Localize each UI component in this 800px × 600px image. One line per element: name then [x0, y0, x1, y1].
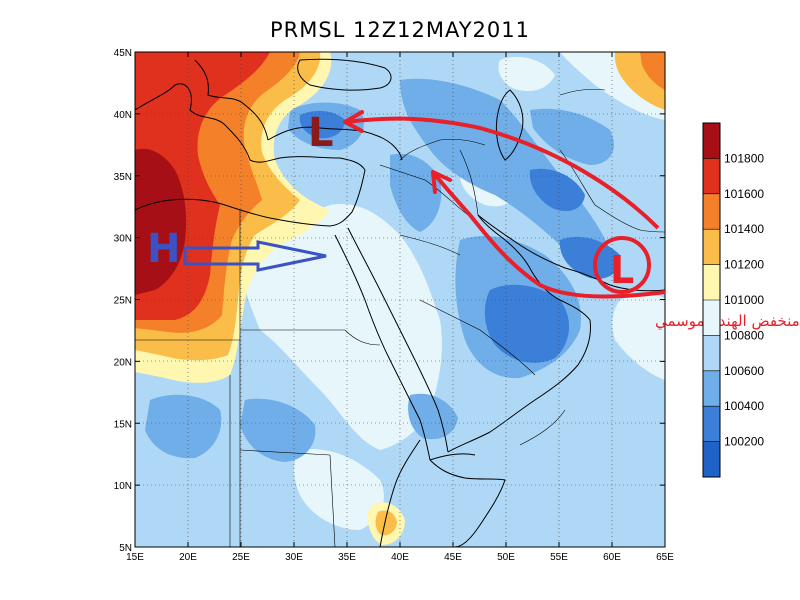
- colorbar-label: 101600: [724, 187, 764, 201]
- northern-flow-arrow: [343, 110, 660, 230]
- colorbar-segment: [703, 370, 720, 407]
- lon-tick-label: 40E: [391, 552, 409, 563]
- lon-tick-label: 45E: [444, 552, 462, 563]
- colorbar-label: 100400: [724, 399, 764, 413]
- axis-ticks: 15E 20E 25E 30E 35E 40E 45E 50E 55E 60E 65E 45N 40N 3…: [114, 48, 675, 563]
- lat-tick-label: 10N: [114, 481, 132, 492]
- lat-tick-label: 25N: [114, 296, 132, 307]
- lat-tick-label: 5N: [119, 543, 132, 554]
- lat-tick-label: 40N: [114, 110, 132, 121]
- colorbar: [703, 123, 720, 478]
- low-circle: [593, 236, 651, 294]
- lon-tick-label: 50E: [497, 552, 515, 563]
- colorbar-label: 101400: [724, 222, 764, 236]
- lon-tick-label: 25E: [232, 552, 250, 563]
- lon-tick-label: 15E: [126, 552, 144, 563]
- colorbar-label: 101000: [724, 293, 764, 307]
- lon-tick-label: 35E: [338, 552, 356, 563]
- lon-tick-label: 55E: [550, 552, 568, 563]
- colorbar-segment: [703, 193, 720, 230]
- colorbar-label: 100600: [724, 364, 764, 378]
- pressure-field: [135, 52, 665, 547]
- lat-tick-label: 30N: [114, 234, 132, 245]
- colorbar-segment: [703, 441, 720, 478]
- lon-tick-label: 30E: [285, 552, 303, 563]
- coastlines: [135, 58, 665, 547]
- low-pressure-marker-north: L: [308, 110, 334, 156]
- colorbar-segment: [703, 123, 720, 159]
- borders: [135, 88, 665, 547]
- lat-tick-label: 20N: [114, 357, 132, 368]
- colorbar-label: 100800: [724, 328, 764, 342]
- colorbar-label: 100200: [724, 435, 764, 449]
- lat-tick-label: 15N: [114, 419, 132, 430]
- lon-tick-label: 65E: [656, 552, 674, 563]
- lon-tick-label: 20E: [179, 552, 197, 563]
- lat-tick-label: 35N: [114, 172, 132, 183]
- high-flow-arrow: [183, 240, 327, 272]
- colorbar-segment: [703, 406, 720, 443]
- indian-monsoon-low-label: منخفض الهند الموسمي: [655, 312, 800, 331]
- colorbar-segment: [703, 335, 720, 372]
- colorbar-segment: [703, 229, 720, 266]
- lat-tick-label: 45N: [114, 48, 132, 59]
- low-pressure-marker-east: L: [610, 248, 634, 292]
- colorbar-label: 101800: [724, 151, 764, 165]
- high-pressure-marker: H: [147, 226, 180, 272]
- colorbar-segment: [703, 300, 720, 336]
- colorbar-segment: [703, 264, 720, 301]
- map-title: PRMSL 12Z12MAY2011: [269, 18, 531, 42]
- monsoon-flow-arrow: [431, 170, 666, 299]
- colorbar-label: 101200: [724, 258, 764, 272]
- lon-tick-label: 60E: [603, 552, 621, 563]
- colorbar-labels: 101800 101600 101400 101200 101000 100800 1006…: [703, 151, 764, 449]
- colorbar-segment: [703, 158, 720, 195]
- graticule: [135, 52, 665, 547]
